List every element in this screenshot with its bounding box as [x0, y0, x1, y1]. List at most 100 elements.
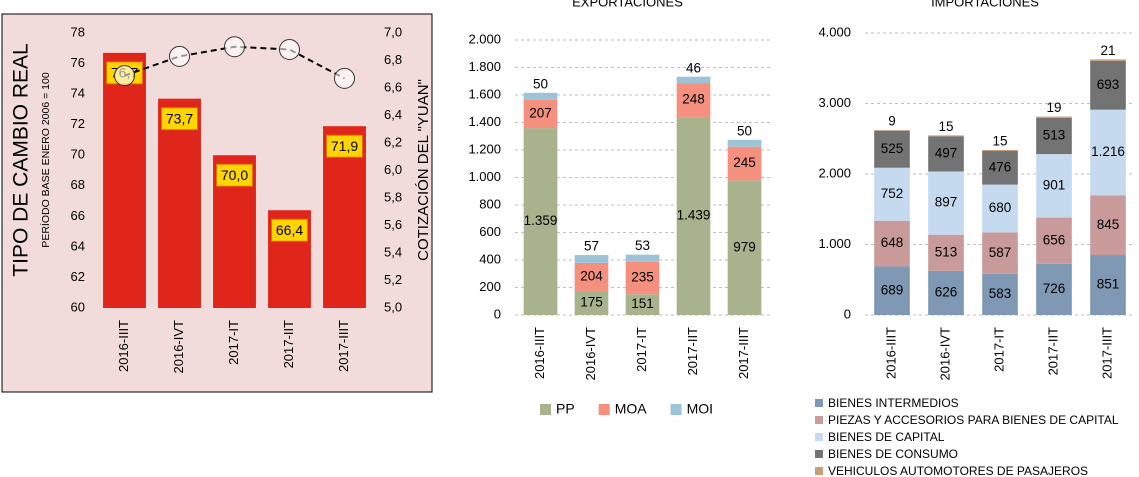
line-marker — [334, 67, 355, 89]
x-tick-label: 2017-IIT — [685, 327, 700, 375]
y-tick-label: 64 — [71, 238, 85, 253]
y-tick-label: 66 — [71, 208, 85, 223]
bar-segment — [982, 232, 1018, 274]
x-tick-label: 2016-IIIT — [532, 327, 547, 379]
y-tick-label: 1.800 — [468, 59, 501, 74]
legend-label: MOI — [687, 401, 713, 417]
value-label: 587 — [989, 245, 1012, 260]
y-tick-label: 62 — [71, 269, 85, 284]
bar — [103, 52, 146, 308]
bar-segment — [1036, 217, 1072, 264]
value-label: 726 — [1043, 281, 1066, 296]
chart-title: EXPORTACIONES — [572, 0, 683, 9]
bar-segment — [928, 171, 964, 235]
value-label-box — [161, 107, 198, 131]
y-tick-label: 1.400 — [468, 114, 501, 129]
value-label: 235 — [631, 270, 654, 285]
value-label: 9 — [888, 114, 896, 129]
line-marker — [114, 65, 135, 87]
y2-tick-label: 5,0 — [384, 299, 402, 314]
y-tick-label: 70 — [71, 147, 85, 162]
value-label: 1.359 — [524, 213, 558, 228]
x-tick-label: 2017-IIT — [281, 320, 296, 368]
value-label: 1.216 — [1091, 144, 1125, 159]
y2-axis-title: COTIZACIÓN DEL "YUAN" — [415, 79, 432, 261]
bar-segment — [625, 261, 660, 295]
legend-swatch — [815, 467, 823, 475]
legend-label: PIEZAS Y ACCESORIOS PARA BIENES DE CAPIT… — [828, 413, 1119, 427]
bar-segment — [1090, 59, 1126, 61]
bar-segment — [727, 146, 762, 181]
y-tick-label: 4.000 — [818, 24, 851, 39]
y-tick-label: 0 — [844, 306, 851, 321]
bar-segment — [574, 255, 609, 263]
value-label-box — [326, 134, 363, 158]
value-label: 50 — [737, 123, 752, 138]
y-tick-label: 400 — [479, 251, 501, 266]
legend-label: BIENES DE CONSUMO — [828, 447, 958, 461]
value-label: 73,7 — [166, 110, 193, 126]
value-label: 476 — [989, 159, 1012, 174]
bar-segment — [874, 167, 910, 221]
y-tick-label: 2.000 — [818, 165, 851, 180]
line-marker — [169, 45, 190, 67]
bar-segment — [676, 83, 711, 118]
value-label: 845 — [1097, 217, 1120, 232]
x-tick-label: 2016-IIIT — [883, 327, 898, 379]
value-label: 901 — [1043, 177, 1066, 192]
bar-segment — [727, 180, 762, 315]
bar-segment — [523, 92, 558, 100]
bar-segment — [1036, 263, 1072, 315]
bar-segment — [1036, 154, 1072, 218]
value-label: 689 — [881, 282, 904, 297]
value-label: 46 — [686, 60, 701, 75]
legend-swatch — [815, 399, 823, 407]
y2-tick-label: 6,6 — [384, 79, 402, 94]
legend-swatch — [815, 416, 823, 424]
legend-swatch — [815, 450, 823, 458]
bar-segment — [1036, 116, 1072, 118]
x-tick-label: 2016-IVT — [937, 327, 952, 381]
line-marker — [224, 36, 245, 58]
y-tick-label: 600 — [479, 224, 501, 239]
value-label: 513 — [935, 244, 958, 259]
y2-tick-label: 5,2 — [384, 272, 402, 287]
chart-title: IMPORTACIONES — [931, 0, 1039, 9]
y-tick-label: 68 — [71, 177, 85, 192]
bar-segment — [574, 290, 609, 315]
value-label: 207 — [529, 105, 552, 120]
x-tick-label: 2017-IT — [634, 327, 649, 372]
value-label: 513 — [1043, 128, 1066, 143]
bar-segment — [676, 117, 711, 315]
value-label: 752 — [881, 186, 904, 201]
bar-segment — [928, 234, 964, 271]
value-label: 71,9 — [331, 138, 358, 154]
bar-segment — [625, 294, 660, 315]
x-tick-label: 2017-IIIT — [336, 320, 351, 372]
legend-swatch — [815, 433, 823, 441]
value-label: 583 — [989, 286, 1012, 301]
y-tick-label: 1.200 — [468, 141, 501, 156]
value-label: 248 — [682, 92, 705, 107]
y-tick-label: 1.000 — [468, 169, 501, 184]
value-label: 175 — [580, 295, 603, 310]
bar-segment — [928, 135, 964, 137]
x-tick-label: 2017-IIIT — [1099, 327, 1114, 379]
legend-swatch — [540, 404, 551, 415]
y-axis-subtitle: PERÍODO BASE ENERO 2006 = 100 — [39, 72, 52, 248]
x-tick-label: 2017-IT — [991, 327, 1006, 372]
value-label: 525 — [881, 141, 904, 156]
value-label: 693 — [1097, 77, 1120, 92]
legend-label: BIENES DE CAPITAL — [828, 430, 945, 444]
bar-segment — [1090, 109, 1126, 196]
x-tick-label: 2016-IVT — [171, 320, 186, 374]
y-tick-label: 0 — [494, 306, 501, 321]
y2-tick-label: 6,0 — [384, 162, 402, 177]
bar-segment — [625, 254, 660, 262]
bar-segment — [928, 136, 964, 172]
bar-segment — [982, 151, 1018, 185]
value-label: 897 — [935, 195, 958, 210]
bar-segment — [928, 270, 964, 315]
legend-label: BIENES INTERMEDIOS — [828, 396, 959, 410]
